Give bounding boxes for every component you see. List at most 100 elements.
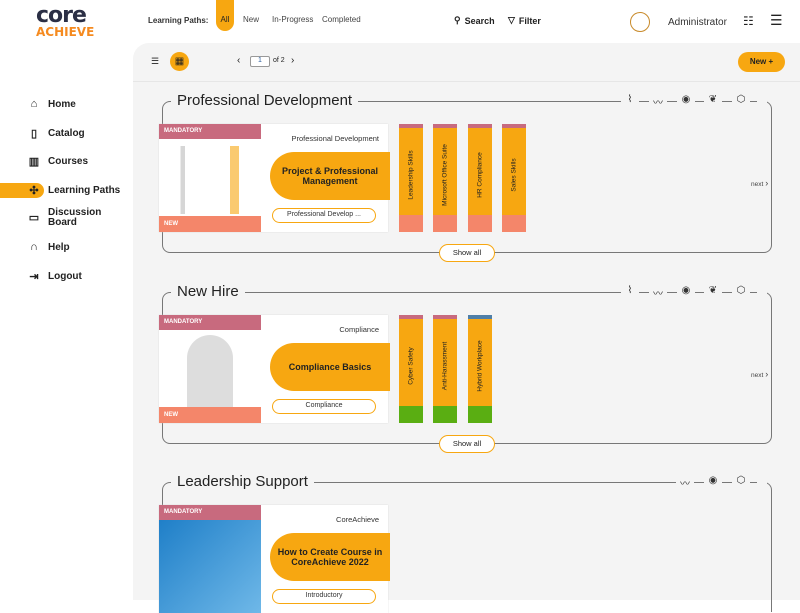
new-badge: NEW [159, 407, 261, 423]
sidebar-item-home[interactable]: ⌂ Home [28, 98, 76, 110]
calendar-icon[interactable]: ☷ [743, 14, 754, 28]
cube-icon[interactable]: ⬡ [732, 94, 750, 105]
course-title[interactable]: Compliance Basics [270, 343, 390, 391]
tab-all[interactable]: All [216, 0, 234, 31]
stack-label: Cyber Safety [407, 347, 415, 385]
sidebar-item-help[interactable]: ∩ Help [28, 241, 70, 253]
logo[interactable]: core ACHIEVE [36, 3, 98, 39]
course-info: Professional Development Project & Profes… [261, 124, 390, 232]
course-tag[interactable]: Compliance [272, 399, 376, 414]
filter-button[interactable]: ▽ Filter [508, 15, 541, 26]
stack-label: Leadership Skills [407, 150, 415, 200]
new-button[interactable]: New + [738, 52, 785, 72]
frame-gap [757, 478, 767, 486]
mandatory-badge: MANDATORY [159, 505, 261, 520]
next-button[interactable]: next › [751, 367, 769, 381]
sidebar-item-label: Logout [48, 271, 82, 282]
illustration-people-illustration [167, 146, 257, 214]
sidebar-item-courses[interactable]: ▥ Courses [28, 155, 88, 168]
eye-icon[interactable]: ◉ [704, 475, 722, 486]
course-category: CoreAchieve [336, 515, 379, 524]
course-title[interactable]: How to Create Course in CoreAchieve 2022 [270, 533, 390, 581]
logo-core: core [36, 3, 87, 28]
activity-icon[interactable]: 〰 [676, 475, 694, 490]
next-button[interactable]: next › [751, 176, 769, 190]
stack-status-bar [468, 406, 492, 423]
paperclip-icon[interactable]: ⌇ [621, 285, 639, 296]
group-title: New Hire [171, 283, 245, 300]
headset-icon: ∩ [30, 241, 38, 253]
search-icon: ⚲ [454, 15, 461, 25]
search-label: Search [464, 15, 495, 26]
tab-new[interactable]: New [243, 15, 260, 24]
course-image-people-illustration: MANDATORY NEW [159, 124, 261, 232]
prev-page-icon[interactable]: ‹ [237, 55, 241, 66]
sidebar-item-logout[interactable]: ⇥ Logout [28, 270, 82, 283]
course-tag[interactable]: Professional Develop ... [272, 208, 376, 223]
frame-gap [757, 288, 767, 296]
tab-in-progress[interactable]: In-Progress [272, 15, 314, 24]
sidebar-item-learning-paths[interactable]: ✣ Learning Paths [28, 184, 120, 197]
course-stack[interactable]: Microsoft Office Suite [433, 124, 457, 232]
avatar[interactable] [630, 12, 650, 32]
next-page-icon[interactable]: › [291, 55, 295, 66]
activity-icon[interactable]: 〰 [649, 285, 667, 300]
course-card[interactable]: MANDATORY CoreAchieve How to Create Course… [159, 505, 390, 613]
course-stack[interactable]: Leadership Skills [399, 124, 423, 232]
stack-status-bar [399, 406, 423, 423]
feather-icon[interactable]: ❦ [704, 285, 722, 296]
grid-icon: ▦ [174, 56, 185, 67]
stack-status-bar [399, 215, 423, 232]
course-category: Professional Development [291, 134, 379, 143]
feather-icon[interactable]: ❦ [704, 94, 722, 105]
course-tag[interactable]: Introductory [272, 589, 376, 604]
course-image-ebook-illustration: MANDATORY NEW [159, 315, 261, 423]
tab-completed[interactable]: Completed [322, 15, 361, 24]
eye-icon[interactable]: ◉ [677, 94, 695, 105]
stack-label: Hybrid Workplace [476, 340, 484, 392]
course-stack[interactable]: HR Compliance [468, 124, 492, 232]
sidebar-item-label: Learning Paths [48, 185, 121, 196]
paperclip-icon[interactable]: ⌇ [621, 94, 639, 105]
chevron-right-icon: › [765, 178, 769, 188]
sidebar-item-label: Help [48, 241, 70, 253]
course-card[interactable]: MANDATORY NEW Professional Development Proj… [159, 124, 390, 232]
list-view-icon[interactable]: ☰ [151, 56, 160, 66]
show-all-button[interactable]: Show all [439, 244, 495, 262]
sidebar-item-catalog[interactable]: ▯ Catalog [28, 127, 85, 140]
course-stack[interactable]: Anti-Harassment [433, 315, 457, 423]
activity-icon[interactable]: 〰 [649, 94, 667, 109]
stack-label: Microsoft Office Suite [441, 144, 449, 206]
course-title[interactable]: Project & Professional Management [270, 152, 390, 200]
chevron-right-icon: › [765, 369, 769, 379]
chat-icon: ▭ [28, 212, 40, 224]
menu-icon[interactable]: ☰ [770, 12, 783, 28]
toolbar-divider [133, 81, 800, 82]
course-card[interactable]: MANDATORY NEW Compliance Compliance Basics C… [159, 315, 390, 423]
home-icon: ⌂ [30, 98, 38, 110]
illustration-ebook-illustration [187, 335, 233, 409]
page-input[interactable]: 1 [250, 56, 270, 67]
logo-achieve: ACHIEVE [36, 25, 95, 39]
learning-paths-filter-label: Learning Paths: [148, 16, 209, 25]
sidebar-item-label: Courses [48, 156, 89, 167]
search-button[interactable]: ⚲ Search [454, 15, 495, 26]
show-all-button[interactable]: Show all [439, 435, 495, 453]
next-label: next [751, 372, 764, 379]
course-image-book-illustration: MANDATORY [159, 505, 261, 613]
stack-status-bar [502, 215, 526, 232]
cube-icon[interactable]: ⬡ [732, 285, 750, 296]
sidebar-item-discussion-board[interactable]: ▭ Discussion Board [28, 208, 108, 228]
sidebar-item-label: Discussion Board [48, 207, 102, 228]
course-stack[interactable]: Cyber Safety [399, 315, 423, 423]
user-name[interactable]: Administrator [668, 17, 727, 28]
course-info: Compliance Compliance Basics Compliance [261, 315, 390, 423]
new-badge: NEW [159, 216, 261, 232]
cube-icon[interactable]: ⬡ [732, 475, 750, 486]
filter-label: Filter [518, 15, 541, 26]
illustration-book-illustration [159, 520, 261, 613]
course-stack[interactable]: Sales Skills [502, 124, 526, 232]
course-stack[interactable]: Hybrid Workplace [468, 315, 492, 423]
grid-view-button[interactable]: ▦ [170, 52, 189, 71]
eye-icon[interactable]: ◉ [677, 285, 695, 296]
